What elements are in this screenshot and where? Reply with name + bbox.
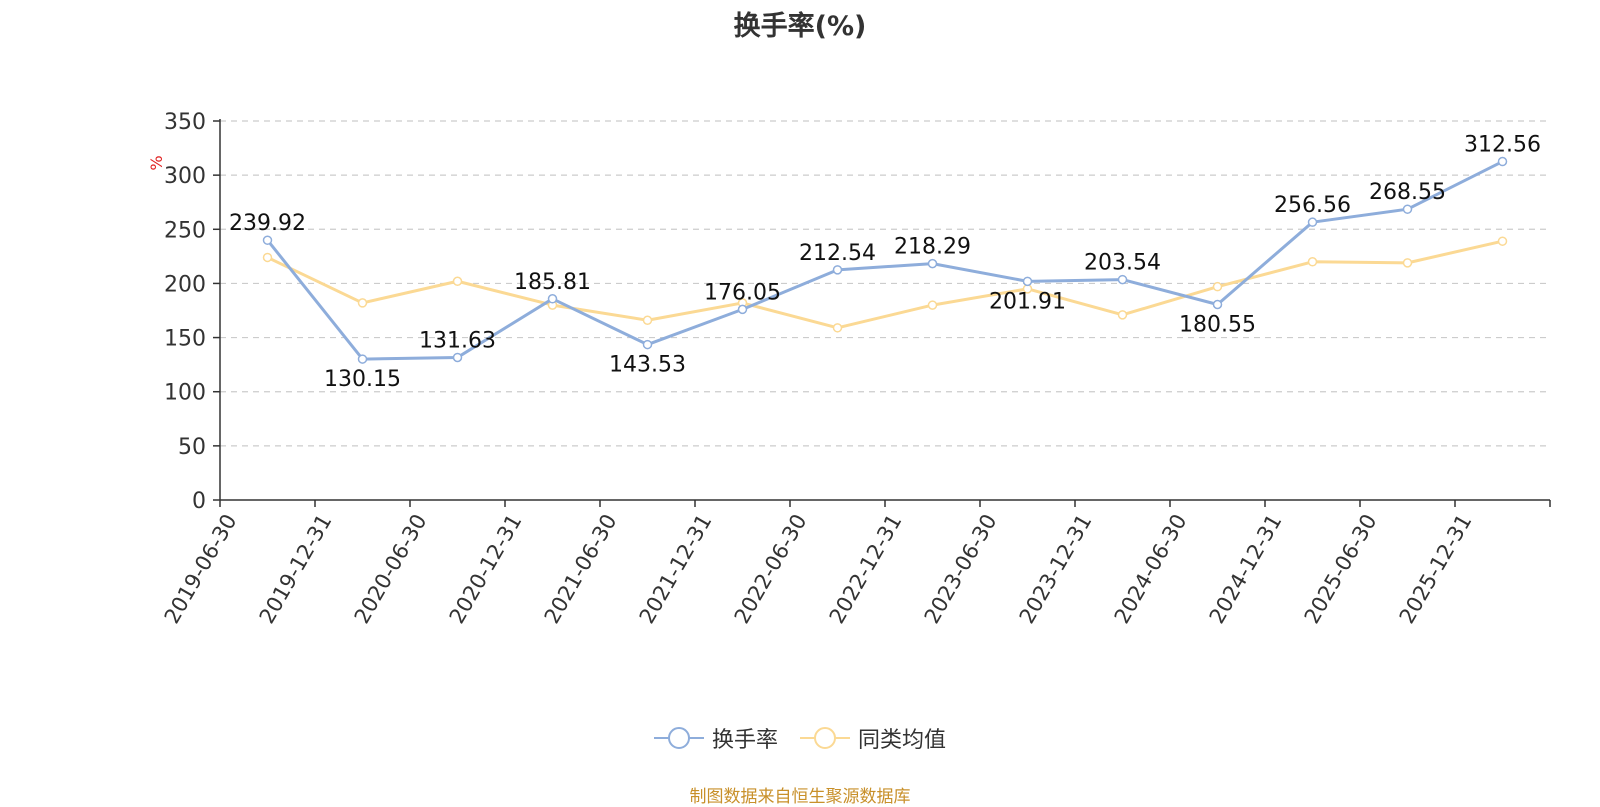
x-tick-label: 2022-06-30 <box>730 510 812 628</box>
x-tick-label: 2020-06-30 <box>350 510 432 628</box>
data-point <box>357 298 368 308</box>
y-tick-label: 100 <box>164 381 206 406</box>
x-tick-label: 2021-06-30 <box>540 510 622 628</box>
y-tick-label: 300 <box>164 164 206 189</box>
legend[interactable]: 换手率 同类均值 <box>0 722 1600 754</box>
legend-label: 同类均值 <box>858 728 947 753</box>
legend-marker-icon <box>800 726 850 750</box>
source-note: 制图数据来自恒生聚源数据库 <box>689 787 911 807</box>
data-label: 312.56 <box>1464 133 1541 158</box>
legend-item-turnover[interactable]: 换手率 <box>653 722 778 754</box>
grid-layer <box>220 120 1550 447</box>
data-label: 268.55 <box>1369 180 1446 205</box>
x-tick-label: 2024-06-30 <box>1110 510 1192 628</box>
data-label: 203.54 <box>1084 251 1161 276</box>
data-point <box>452 276 463 287</box>
series-line <box>266 160 1504 361</box>
y-tick-label: 250 <box>164 218 206 243</box>
legend-label: 换手率 <box>711 728 778 753</box>
y-tick-label: 150 <box>164 327 206 352</box>
data-point <box>1497 236 1508 246</box>
data-label: 176.05 <box>704 280 781 305</box>
data-label: 218.29 <box>894 235 971 260</box>
data-point <box>1402 258 1413 268</box>
series-layer <box>262 156 1508 364</box>
y-tick-label: 0 <box>192 489 206 514</box>
data-point <box>642 315 653 325</box>
data-point <box>262 252 273 263</box>
data-point <box>832 265 843 275</box>
x-tick-label: 2023-06-30 <box>920 510 1002 628</box>
data-point <box>1497 156 1508 167</box>
x-tick-label: 2019-12-31 <box>255 510 337 628</box>
legend-item-peer-average[interactable]: 同类均值 <box>800 722 946 754</box>
data-point <box>1402 204 1413 214</box>
data-label: 239.92 <box>229 211 306 236</box>
data-label: 212.54 <box>799 241 876 266</box>
data-point <box>1307 217 1318 227</box>
data-point <box>547 294 558 304</box>
x-tick-label: 2023-12-31 <box>1015 510 1097 628</box>
chart-title: 换手率(%) <box>733 11 867 42</box>
y-axis-label: % <box>147 155 166 170</box>
data-label: 256.56 <box>1274 193 1351 218</box>
x-tick-label: 2019-06-30 <box>160 510 242 628</box>
data-point <box>452 352 463 363</box>
x-tick-label: 2021-12-31 <box>635 510 717 628</box>
data-point <box>262 235 273 245</box>
data-label: 201.91 <box>989 289 1066 314</box>
data-point <box>737 304 748 315</box>
x-tick-label: 2022-12-31 <box>825 510 907 628</box>
x-tick-label: 2025-06-30 <box>1300 510 1382 628</box>
data-point <box>1307 257 1318 267</box>
data-label: 180.55 <box>1179 312 1256 337</box>
data-point <box>927 258 938 269</box>
data-point <box>832 323 843 333</box>
label-layer: 239.92 130.15 131.63 185.81 143.53 176.05 212.… <box>229 133 1541 393</box>
data-label: 143.53 <box>609 353 686 378</box>
x-tick-label: 2025-12-31 <box>1395 510 1477 628</box>
y-tick-label: 200 <box>164 272 206 297</box>
data-label: 185.81 <box>514 270 591 295</box>
series-line <box>266 239 1503 330</box>
data-point <box>1212 299 1223 310</box>
data-point <box>1117 274 1128 285</box>
data-point <box>1212 281 1223 292</box>
data-label: 130.15 <box>324 367 401 392</box>
data-point <box>1022 276 1033 287</box>
data-label: 131.63 <box>419 328 496 353</box>
data-point <box>357 354 368 364</box>
data-point <box>642 339 653 350</box>
y-tick-label: 50 <box>178 435 206 460</box>
x-tick-label: 2024-12-31 <box>1205 510 1287 628</box>
data-point <box>1117 310 1128 320</box>
legend-marker-icon <box>653 726 704 750</box>
data-point <box>927 300 938 310</box>
y-tick-label: 350 <box>164 110 206 135</box>
x-tick-label: 2020-12-31 <box>445 510 527 628</box>
